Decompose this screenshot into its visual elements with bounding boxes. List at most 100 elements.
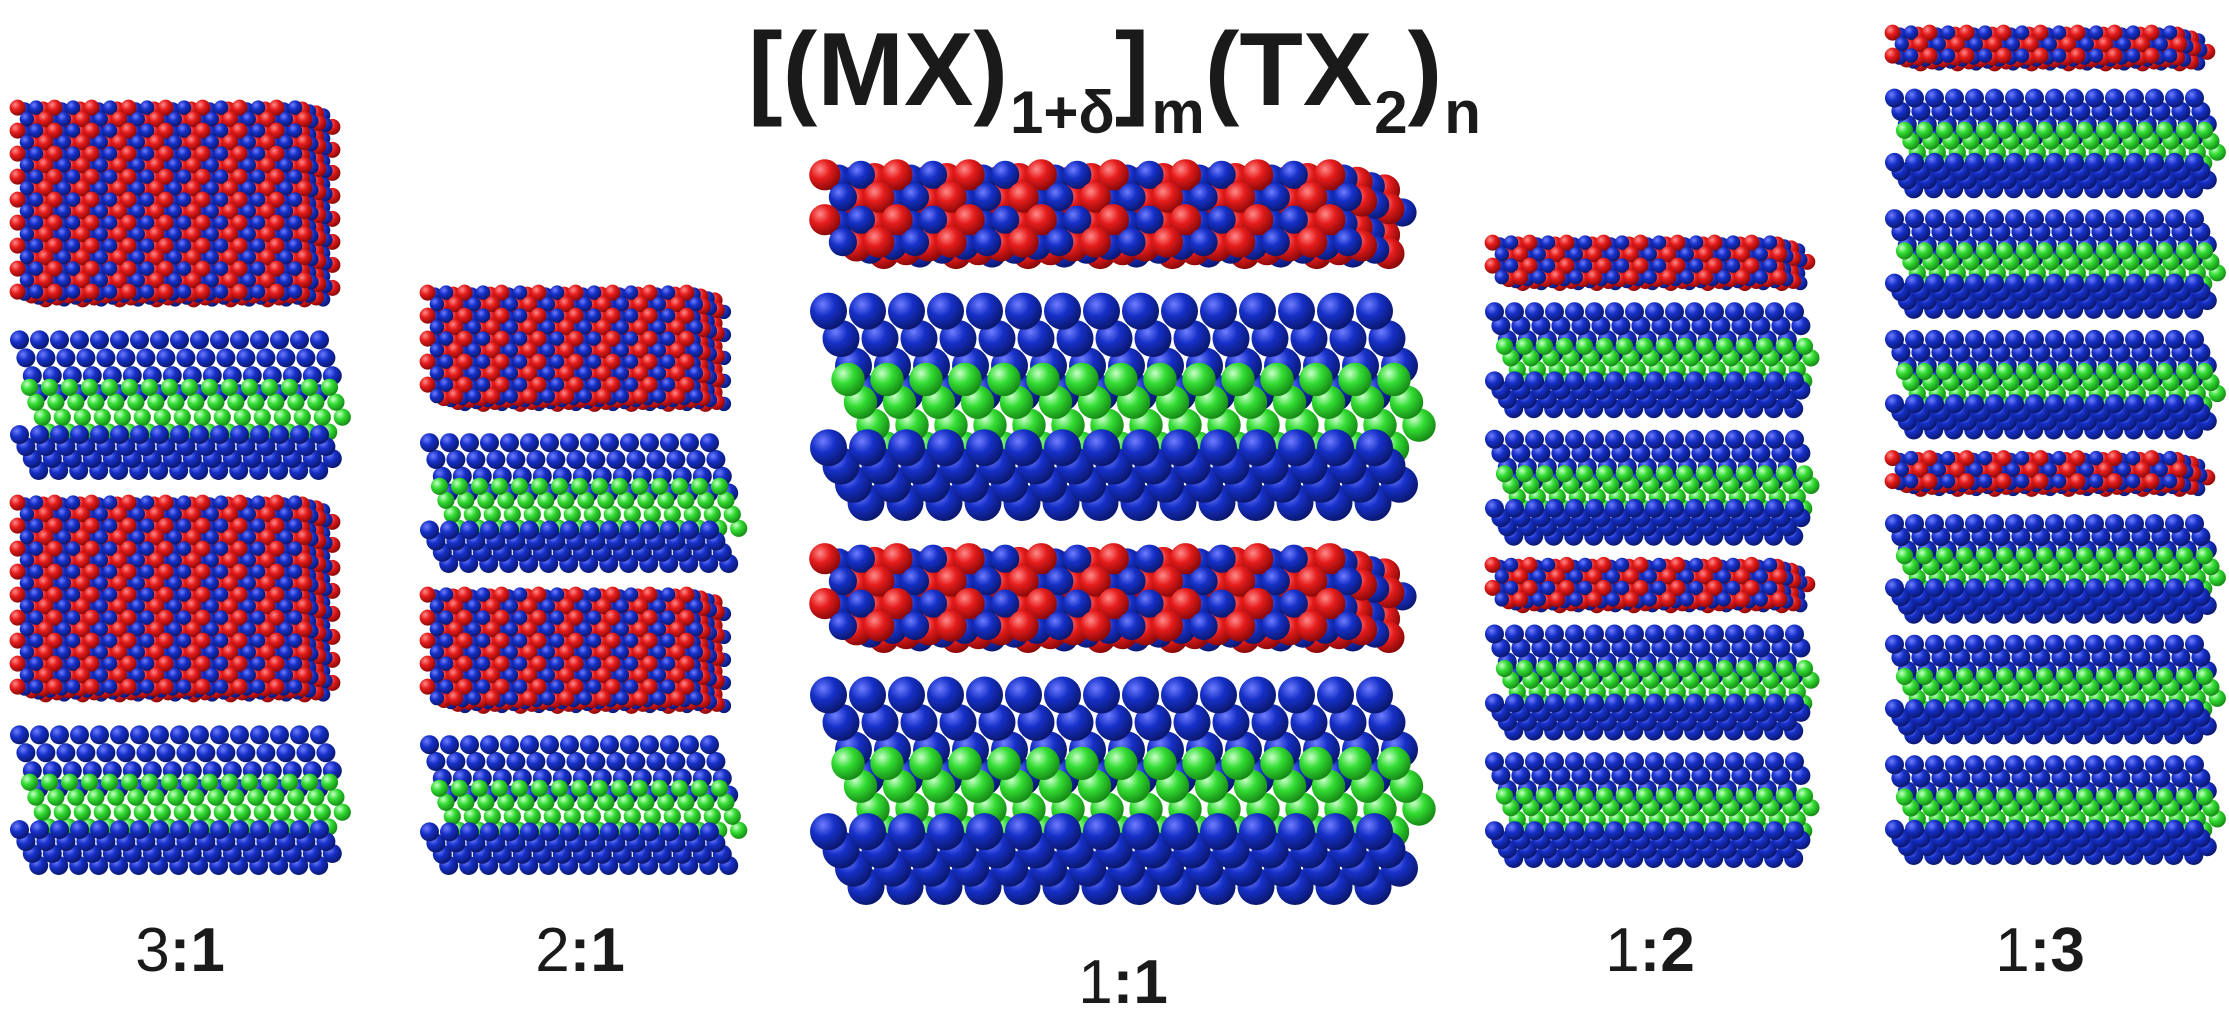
- chalcogen-atom: [446, 752, 466, 771]
- chalcogen-atom: [466, 752, 486, 771]
- transition-metal-atom: [60, 773, 79, 791]
- transition-metal-atom: [247, 393, 265, 411]
- transition-metal-atom: [187, 788, 205, 806]
- transition-metal-atom: [233, 803, 251, 821]
- transition-metal-atom: [220, 378, 239, 396]
- chalcogen-atom: [36, 743, 56, 763]
- chalcogen-atom: [620, 433, 639, 453]
- chalcogen-atom: [620, 520, 639, 540]
- chalcogen-atom: [480, 520, 499, 540]
- chalcogen-atom: [560, 520, 579, 540]
- chalcogen-atom: [70, 820, 89, 840]
- chalcogen-atom: [586, 450, 606, 469]
- chalcogen-atom: [250, 679, 266, 694]
- chalcogen-atom: [16, 743, 36, 763]
- chalcogen-atom: [429, 388, 445, 404]
- mx-rocksalt-layer: [419, 284, 732, 412]
- chalcogen-atom: [65, 284, 81, 299]
- chalcogen-atom: [196, 348, 216, 368]
- chalcogen-atom: [700, 433, 719, 453]
- chalcogen-atom: [480, 735, 499, 755]
- chalcogen-atom: [96, 743, 116, 763]
- transition-metal-atom: [27, 393, 45, 411]
- chalcogen-atom: [580, 735, 599, 755]
- transition-metal-atom: [590, 779, 609, 797]
- transition-metal-atom: [320, 773, 339, 791]
- transition-metal-atom: [147, 788, 165, 806]
- chalcogen-atom: [216, 348, 236, 368]
- chalcogen-atom: [110, 725, 129, 745]
- chalcogen-atom: [577, 690, 593, 706]
- chalcogen-atom: [287, 284, 303, 299]
- chalcogen-atom: [706, 450, 726, 469]
- transition-metal-atom: [40, 773, 59, 791]
- heterostructure-column: [809, 159, 1436, 905]
- chalcogen-atom: [420, 433, 439, 453]
- chalcogen-atom: [651, 690, 667, 706]
- chalcogen-atom: [90, 330, 109, 350]
- chalcogen-atom: [310, 820, 329, 840]
- chalcogen-atom: [429, 690, 445, 706]
- transition-metal-atom: [187, 393, 205, 411]
- chalcogen-atom: [176, 284, 192, 299]
- transition-metal-atom: [40, 378, 59, 396]
- chalcogen-atom: [290, 330, 309, 350]
- transition-metal-atom: [320, 378, 339, 396]
- chalcogen-atom: [466, 450, 486, 469]
- transition-metal-atom: [160, 378, 179, 396]
- chalcogen-atom: [420, 520, 439, 540]
- chalcogen-atom: [10, 425, 29, 445]
- transition-metal-atom: [200, 378, 219, 396]
- transition-metal-atom: [510, 779, 529, 797]
- chalcogen-atom: [540, 388, 556, 404]
- chalcogen-atom: [316, 743, 336, 763]
- chalcogen-atom: [250, 330, 269, 350]
- transition-metal-atom: [490, 477, 509, 495]
- chalcogen-atom: [660, 735, 679, 755]
- transition-metal-atom: [113, 408, 131, 426]
- chalcogen-atom: [460, 822, 479, 842]
- chalcogen-atom: [250, 284, 266, 299]
- metal-atom: [9, 678, 26, 695]
- transition-metal-atom: [333, 803, 351, 821]
- chalcogen-atom: [250, 820, 269, 840]
- chalcogen-atom: [110, 330, 129, 350]
- transition-metal-atom: [100, 378, 119, 396]
- chalcogen-atom: [190, 725, 209, 745]
- chalcogen-atom: [150, 820, 169, 840]
- transition-metal-atom: [213, 803, 231, 821]
- chalcogen-atom: [626, 450, 646, 469]
- chalcogen-atom: [139, 679, 155, 694]
- chalcogen-atom: [156, 348, 176, 368]
- chalcogen-atom: [296, 743, 316, 763]
- chalcogen-atom: [190, 330, 209, 350]
- transition-metal-atom: [47, 393, 65, 411]
- transition-metal-atom: [293, 803, 311, 821]
- transition-metal-atom: [80, 378, 99, 396]
- transition-metal-atom: [490, 779, 509, 797]
- transition-metal-atom: [207, 393, 225, 411]
- transition-metal-atom: [27, 788, 45, 806]
- chalcogen-atom: [688, 690, 704, 706]
- tx2-trilayer: [420, 735, 748, 875]
- chalcogen-atom: [440, 822, 459, 842]
- metal-atom: [632, 388, 649, 405]
- chalcogen-atom: [90, 425, 109, 445]
- transition-metal-atom: [327, 788, 345, 806]
- chalcogen-atom: [460, 433, 479, 453]
- chalcogen-atom: [606, 752, 626, 771]
- chalcogen-atom: [577, 388, 593, 404]
- transition-metal-atom: [690, 477, 709, 495]
- chalcogen-atom: [600, 520, 619, 540]
- chalcogen-atom: [520, 433, 539, 453]
- chalcogen-atom: [230, 330, 249, 350]
- transition-metal-atom: [20, 378, 39, 396]
- chalcogen-atom: [116, 743, 136, 763]
- metal-atom: [669, 690, 686, 707]
- chalcogen-atom: [250, 425, 269, 445]
- chalcogen-atom: [170, 725, 189, 745]
- chalcogen-atom: [230, 425, 249, 445]
- transition-metal-atom: [180, 378, 199, 396]
- transition-metal-atom: [147, 393, 165, 411]
- transition-metal-atom: [307, 393, 325, 411]
